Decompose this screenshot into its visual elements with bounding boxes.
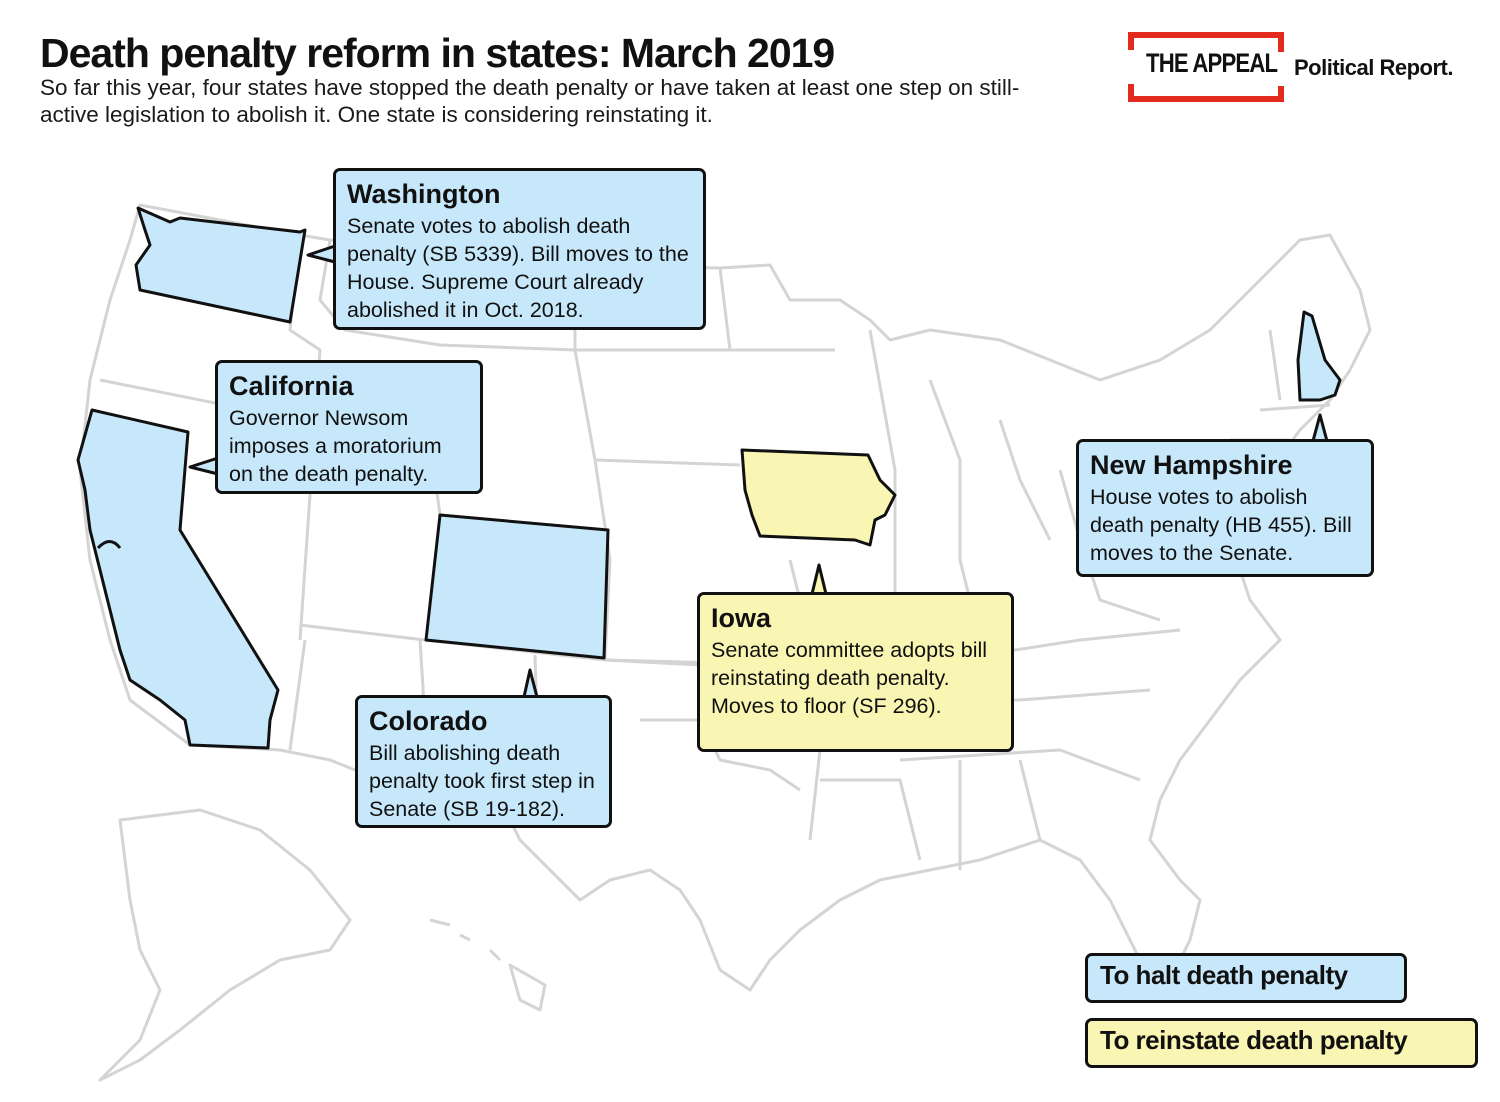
- new-hampshire-pointer: [1311, 413, 1329, 442]
- colorado-state-shape: [424, 513, 610, 660]
- new-hampshire-callout: New Hampshire House votes to abolish dea…: [1076, 439, 1374, 577]
- colorado-label: Colorado: [369, 706, 488, 736]
- colorado-pointer: [522, 668, 539, 698]
- washington-callout: Washington Senate votes to abolish death…: [333, 168, 706, 330]
- callout-pointers: [188, 244, 1329, 698]
- iowa-pointer: [810, 563, 828, 595]
- new-hampshire-state-shape: [1296, 310, 1342, 402]
- new-hampshire-label: New Hampshire: [1090, 450, 1293, 480]
- california-description: Governor Newsom imposes a moratorium on …: [229, 406, 442, 486]
- iowa-state-shape: [740, 448, 897, 547]
- california-pointer: [188, 456, 219, 476]
- iowa-description: Senate committee adopts bill reinstating…: [711, 638, 988, 718]
- california-callout: California Governor Newsom imposes a mor…: [215, 360, 483, 494]
- legend-halt: To halt death penalty: [1085, 953, 1407, 1003]
- logo-subtext: Political Report.: [1294, 55, 1453, 80]
- california-state-shape: [76, 408, 280, 750]
- washington-pointer: [306, 244, 336, 264]
- logo-text: THE APPEAL: [1146, 48, 1278, 78]
- page-title: Death penalty reform in states: March 20…: [40, 30, 835, 76]
- page-subtitle: So far this year, four states have stopp…: [40, 75, 1020, 127]
- iowa-label: Iowa: [711, 603, 772, 633]
- colorado-description: Bill abolishing death penalty took first…: [369, 741, 595, 821]
- the-appeal-logo: [1128, 32, 1284, 102]
- new-hampshire-description: House votes to abolish death penalty (HB…: [1090, 485, 1352, 565]
- washington-description: Senate votes to abolish death penalty (S…: [347, 214, 689, 322]
- colorado-callout: Colorado Bill abolishing death penalty t…: [355, 695, 612, 828]
- legend-reinstate: To reinstate death penalty: [1085, 1018, 1478, 1068]
- iowa-callout: Iowa Senate committee adopts bill reinst…: [697, 592, 1014, 752]
- california-label: California: [229, 371, 354, 401]
- washington-state-shape: [134, 206, 307, 324]
- washington-label: Washington: [347, 179, 501, 209]
